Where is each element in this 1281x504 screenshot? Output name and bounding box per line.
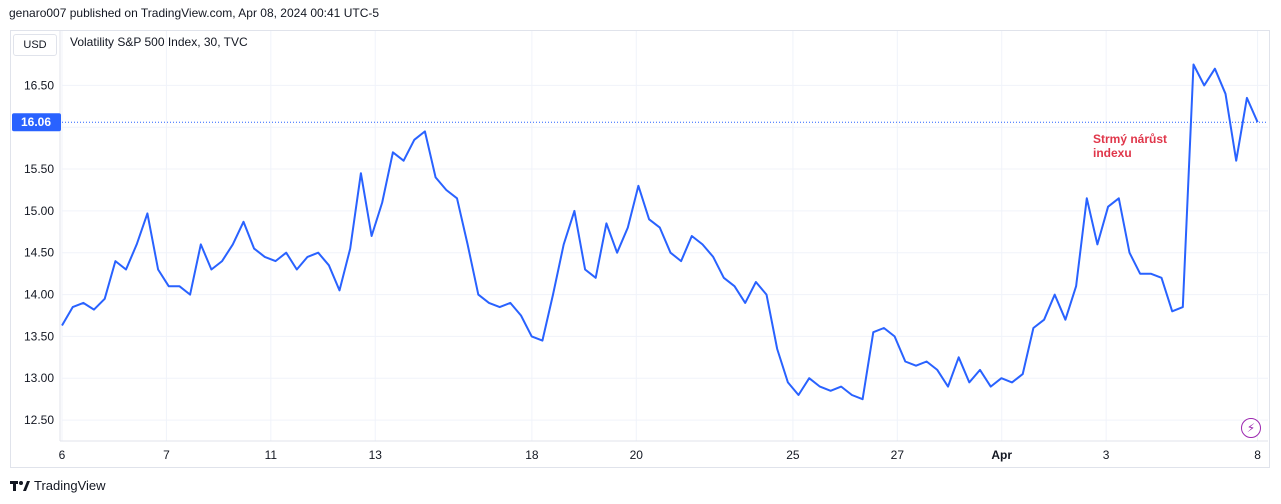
x-tick-label: 27 [891, 448, 905, 462]
annotation-line-2: indexu [1093, 146, 1132, 160]
x-tick-label: 7 [163, 448, 170, 462]
chart-annotation: Strmý nárůst indexu [1093, 132, 1193, 160]
y-tick-label: 13.00 [24, 371, 54, 385]
brand-name: TradingView [34, 478, 106, 493]
symbol-legend: Volatility S&P 500 Index, 30, TVC [70, 35, 248, 49]
annotation-line-1: Strmý nárůst [1093, 132, 1168, 146]
x-tick-label: 13 [369, 448, 383, 462]
publish-info: genaro007 published on TradingView.com, … [9, 6, 380, 20]
x-tick-label: 11 [265, 448, 278, 462]
currency-button[interactable]: USD [13, 34, 57, 56]
last-price-label: 16.06 [21, 115, 51, 129]
x-tick-label: 25 [786, 448, 800, 462]
y-tick-label: 16.50 [24, 78, 54, 92]
tradingview-logo-icon [10, 480, 30, 491]
x-tick-label: 6 [59, 448, 66, 462]
y-tick-label: 14.50 [24, 246, 54, 260]
y-tick-label: 14.00 [24, 288, 54, 302]
series-line [61, 63, 1259, 401]
x-tick-label: 3 [1103, 448, 1110, 462]
x-tick-label: 20 [630, 448, 644, 462]
y-tick-label: 15.00 [24, 204, 54, 218]
chart-frame [10, 30, 1270, 468]
x-tick-label: Apr [991, 448, 1012, 462]
footer-brand: TradingView [10, 478, 106, 493]
x-tick-label: 18 [525, 448, 539, 462]
lightning-bolt-icon[interactable]: ⚡ [1241, 418, 1261, 438]
y-tick-label: 13.50 [24, 329, 54, 343]
y-tick-label: 15.50 [24, 162, 54, 176]
y-tick-label: 12.50 [24, 413, 54, 427]
last-price-badge [12, 113, 61, 132]
x-tick-label: 8 [1254, 448, 1261, 462]
